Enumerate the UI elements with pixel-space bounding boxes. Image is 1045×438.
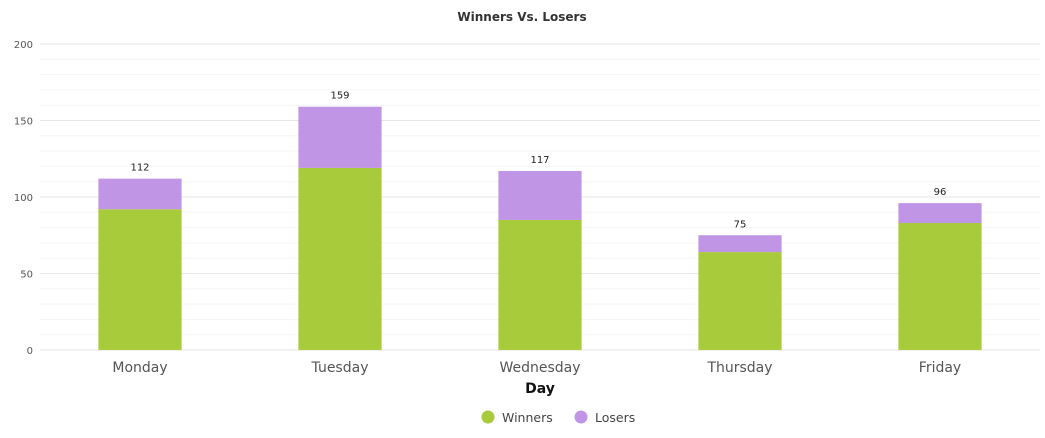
bar-losers-monday[interactable] xyxy=(98,178,182,210)
x-tick-label: Monday xyxy=(112,360,167,376)
bar-winners-wednesday[interactable] xyxy=(498,219,582,350)
y-tick-label: 200 xyxy=(14,40,33,51)
total-data-label: 112 xyxy=(130,163,149,174)
y-tick-label: 150 xyxy=(14,117,33,128)
total-data-label: 117 xyxy=(530,155,549,166)
chart-title: Winners Vs. Losers xyxy=(457,10,586,24)
x-tick-label: Wednesday xyxy=(499,360,580,376)
bar-losers-wednesday[interactable] xyxy=(498,170,582,220)
x-axis-title: Day xyxy=(525,381,555,397)
total-data-label: 75 xyxy=(734,219,747,230)
total-data-label: 159 xyxy=(330,91,349,102)
data-labels: 112 159 117 75 96 xyxy=(130,91,946,231)
x-axis: Monday Tuesday Wednesday Thursday Friday xyxy=(112,360,961,376)
legend[interactable]: Winners Losers xyxy=(481,410,636,425)
y-tick-label: 100 xyxy=(14,193,33,204)
total-data-label: 96 xyxy=(934,187,947,198)
bar-losers-friday[interactable] xyxy=(898,203,982,224)
bar-losers-thursday[interactable] xyxy=(698,235,782,253)
x-tick-label: Thursday xyxy=(706,360,772,376)
bar-losers-tuesday[interactable] xyxy=(298,106,382,168)
bar-winners-thursday[interactable] xyxy=(698,252,782,350)
y-tick-label: 0 xyxy=(27,346,33,357)
y-tick-label: 50 xyxy=(20,270,33,281)
legend-swatch xyxy=(481,410,495,424)
bars xyxy=(98,106,982,350)
x-tick-label: Tuesday xyxy=(311,360,369,376)
grid-lines xyxy=(40,43,1040,351)
bar-winners-monday[interactable] xyxy=(98,209,182,350)
legend-item-winners[interactable]: Winners xyxy=(481,410,553,425)
legend-swatch xyxy=(574,410,588,424)
bar-winners-tuesday[interactable] xyxy=(298,167,382,350)
legend-label: Losers xyxy=(595,410,635,425)
bar-winners-friday[interactable] xyxy=(898,223,982,350)
legend-item-losers[interactable]: Losers xyxy=(574,410,636,425)
x-tick-label: Friday xyxy=(919,360,961,376)
y-axis: 0 50 100 150 200 xyxy=(14,40,33,357)
legend-label: Winners xyxy=(502,410,553,425)
